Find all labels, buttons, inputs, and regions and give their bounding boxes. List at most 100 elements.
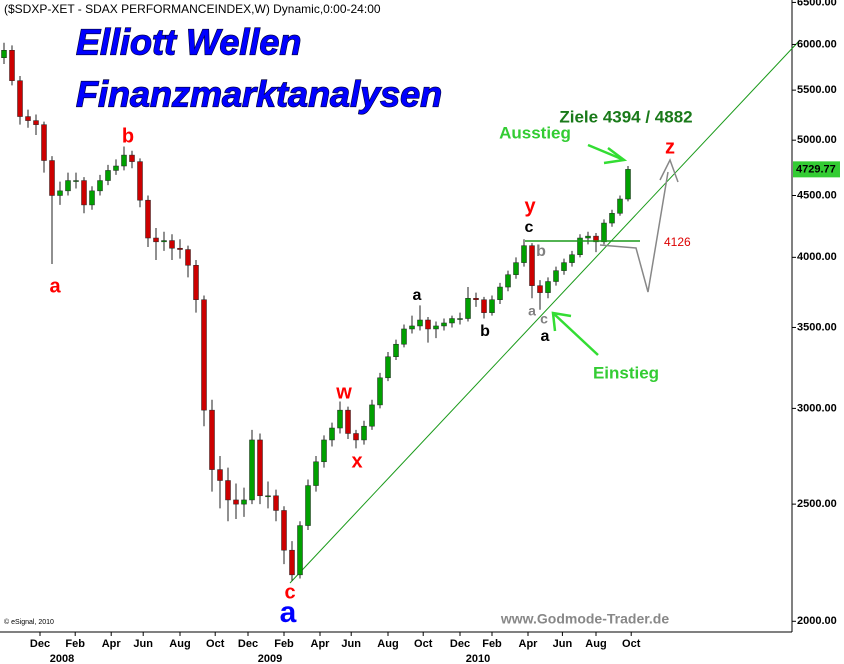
- candle-body: [505, 274, 511, 288]
- annotation: c: [525, 219, 534, 236]
- candle-body: [417, 319, 423, 327]
- watermark: www.Godmode-Trader.de: [500, 611, 670, 627]
- candle-body: [73, 180, 79, 182]
- exit-arrow-head: [603, 147, 628, 165]
- candle-body: [201, 299, 207, 411]
- candle-body: [9, 50, 15, 81]
- candle-body: [545, 281, 551, 293]
- headline-line: Elliott Wellen: [76, 22, 301, 63]
- candle-body: [401, 328, 407, 345]
- candle-body: [457, 318, 463, 320]
- y-tick-label: 3000.00: [797, 402, 837, 414]
- candle-body: [65, 180, 71, 192]
- candle-body: [225, 480, 231, 501]
- candle-body: [281, 510, 287, 551]
- candle-body: [569, 254, 575, 263]
- x-tick-label: Jun: [553, 638, 573, 650]
- candle-body: [33, 120, 39, 125]
- candle-body: [121, 154, 127, 167]
- candle-body: [313, 461, 319, 486]
- x-tick-label: Apr: [102, 638, 122, 650]
- candle-body: [177, 247, 183, 250]
- annotation: Einstieg: [593, 363, 659, 382]
- candle-body: [241, 499, 247, 505]
- annotation: Ziele 4394 / 4882: [559, 107, 692, 126]
- candle-body: [513, 262, 519, 275]
- support-label: 4126: [664, 235, 691, 249]
- annotation: c: [540, 311, 548, 327]
- candle-body: [105, 170, 111, 181]
- annotation: a: [541, 328, 550, 345]
- candle-body: [289, 549, 295, 576]
- annotation: b: [536, 243, 546, 260]
- candle-body: [481, 299, 487, 313]
- candle-body: [113, 165, 119, 171]
- entry-arrow: [552, 312, 599, 356]
- candle-body: [129, 154, 135, 162]
- candle-body: [441, 322, 447, 327]
- candle-body: [89, 190, 95, 206]
- year-label: 2008: [50, 653, 74, 664]
- x-tick-label: Feb: [65, 638, 85, 650]
- annotation: a: [49, 275, 61, 297]
- x-tick-label: Feb: [482, 638, 502, 650]
- candle-body: [329, 427, 335, 441]
- exit-arrow: [587, 143, 625, 162]
- headline-line: Finanzmarktanalysen: [76, 74, 442, 115]
- annotation: a: [413, 287, 422, 304]
- candle-body: [297, 525, 303, 576]
- annotation: x: [351, 450, 362, 472]
- x-tick-label: Oct: [206, 638, 225, 650]
- candle-body: [561, 262, 567, 271]
- x-tick-label: Aug: [169, 638, 190, 650]
- candle-body: [153, 237, 159, 243]
- candle-body: [273, 495, 279, 511]
- candle-body: [233, 499, 239, 505]
- candle-body: [369, 404, 375, 427]
- annotation: b: [122, 125, 134, 147]
- annotation: c: [284, 581, 295, 603]
- x-tick-label: Oct: [414, 638, 433, 650]
- candle-body: [601, 222, 607, 243]
- candle-body: [145, 199, 151, 239]
- candle-body: [577, 237, 583, 255]
- chart-title: ($SDXP-XET - SDAX PERFORMANCEINDEX,W) Dy…: [4, 2, 381, 16]
- x-tick-label: Dec: [450, 638, 470, 650]
- candle-body: [537, 285, 543, 293]
- candle-body: [529, 245, 535, 286]
- year-label: 2010: [466, 653, 490, 664]
- candle-body: [97, 180, 103, 192]
- x-tick-label: Apr: [311, 638, 331, 650]
- trendline: [289, 39, 801, 584]
- candle-body: [137, 161, 143, 201]
- candle-body: [17, 80, 23, 117]
- candle-body: [353, 433, 359, 441]
- arrows: [551, 143, 628, 356]
- last-price-box: [793, 161, 840, 178]
- x-tick-label: Jun: [341, 638, 361, 650]
- y-tick-label: 6000.00: [797, 38, 837, 50]
- annotation: w: [335, 381, 352, 403]
- annotation: a: [528, 303, 536, 319]
- candle-body: [257, 439, 263, 497]
- y-tick-label: 2500.00: [797, 498, 837, 510]
- x-tick-label: Dec: [238, 638, 258, 650]
- y-tick-label: 6500.00: [797, 0, 837, 8]
- y-tick-label: 2000.00: [797, 615, 837, 627]
- candle-body: [1, 50, 7, 58]
- y-tick-label: 5500.00: [797, 84, 837, 96]
- x-tick-label: Oct: [622, 638, 641, 650]
- candle-body: [377, 377, 383, 406]
- candle-body: [185, 249, 191, 266]
- last-price: 4729.77: [796, 163, 836, 175]
- candle-body: [249, 439, 255, 501]
- candle-body: [385, 356, 391, 379]
- candle-body: [361, 425, 367, 441]
- candle-body: [425, 319, 431, 330]
- entry-arrow-head: [551, 311, 572, 332]
- y-tick-label: 4000.00: [797, 251, 837, 263]
- candle-body: [617, 198, 623, 214]
- candle-body: [25, 116, 31, 121]
- annotation: b: [480, 323, 490, 340]
